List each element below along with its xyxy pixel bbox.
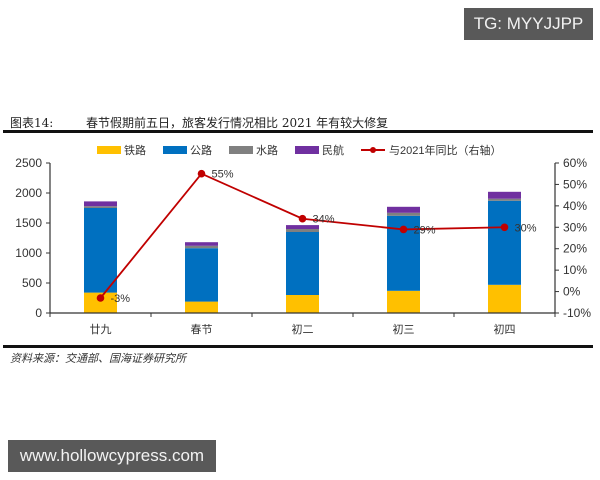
left-tick-label: 1500 xyxy=(15,216,42,230)
top-rule xyxy=(3,130,593,133)
bottom-rule xyxy=(3,345,593,348)
chart: 铁路 公路 水路 民航 与2021年同比（右轴） 0 500 1000 1500 2000 250… xyxy=(15,143,591,336)
left-axis: 0 500 1000 1500 2000 2500 xyxy=(15,156,51,320)
bar-stack xyxy=(84,201,117,313)
bar-stack xyxy=(185,242,218,313)
left-tick-label: 2500 xyxy=(15,156,42,170)
line-point xyxy=(399,225,408,234)
bar-segment xyxy=(286,232,319,295)
right-axis: -10% 0% 10% 20% 30% 40% 50% 60% xyxy=(554,156,591,320)
bar-segment xyxy=(84,208,117,293)
x-axis: 廿九 春节 初二 初三 初四 xyxy=(49,312,556,336)
bar-segment xyxy=(488,191,521,199)
legend-item: 公路 xyxy=(163,144,212,157)
right-tick-label: -10% xyxy=(563,306,591,320)
bar-segment xyxy=(185,242,218,246)
svg-text:民航: 民航 xyxy=(322,143,344,157)
left-tick-label: 1000 xyxy=(15,246,42,260)
bar-segment xyxy=(286,295,319,313)
bar-segment xyxy=(84,292,117,313)
legend-item-line: 与2021年同比（右轴） xyxy=(361,143,501,157)
bars xyxy=(84,191,521,313)
line-point-label: 29% xyxy=(414,224,436,236)
category-label: 廿九 xyxy=(90,323,112,336)
legend-item: 民航 xyxy=(295,143,344,157)
category-label: 春节 xyxy=(191,323,213,336)
right-tick-label: 40% xyxy=(563,199,587,213)
bar-segment xyxy=(387,206,420,213)
line-point xyxy=(197,169,206,178)
source-note: 资料来源：交通部、国海证券研究所 xyxy=(10,352,186,365)
watermark-top: TG: MYYJJPP xyxy=(464,8,593,40)
bar-segment xyxy=(185,248,218,302)
bar-segment xyxy=(84,206,117,208)
bar-segment xyxy=(387,212,420,216)
bar-stack xyxy=(488,191,521,313)
bar-stack xyxy=(286,225,319,313)
svg-text:与2021年同比（右轴）: 与2021年同比（右轴） xyxy=(389,143,501,157)
right-tick-label: 30% xyxy=(563,220,587,234)
bar-segment xyxy=(286,229,319,232)
bar-segment xyxy=(488,200,521,285)
category-label: 初四 xyxy=(494,322,516,336)
line-point-label: 30% xyxy=(515,222,537,234)
legend: 铁路 公路 水路 民航 与2021年同比（右轴） xyxy=(97,143,501,157)
bar-segment xyxy=(84,201,117,207)
right-tick-label: 20% xyxy=(563,242,587,256)
watermark-bottom: www.hollowcypress.com xyxy=(8,440,216,472)
yoy-line: -3% 55% 34% 29% 30% xyxy=(96,169,537,305)
bar-segment xyxy=(185,245,218,249)
line-point xyxy=(500,223,509,232)
right-tick-label: 0% xyxy=(563,285,581,299)
legend-item: 铁路 xyxy=(97,144,146,157)
bar-segment xyxy=(488,284,521,313)
figure-title: 春节假期前五日，旅客发行情况相比 2021 年有较大修复 xyxy=(86,116,389,130)
category-label: 初二 xyxy=(292,322,314,336)
svg-text:公路: 公路 xyxy=(190,144,212,157)
bar-segment xyxy=(185,301,218,313)
line-point xyxy=(96,294,105,302)
bar-stack xyxy=(387,206,420,313)
bar-segment xyxy=(387,290,420,313)
category-label: 初三 xyxy=(393,322,415,336)
left-tick-label: 0 xyxy=(35,306,42,320)
right-tick-label: 50% xyxy=(563,177,587,191)
bar-segment xyxy=(286,225,319,229)
line-point-label: -3% xyxy=(111,293,131,305)
svg-text:铁路: 铁路 xyxy=(124,144,146,157)
line-point-label: 55% xyxy=(212,169,234,181)
svg-text:水路: 水路 xyxy=(256,144,278,157)
line-point xyxy=(298,214,307,223)
right-tick-label: 60% xyxy=(563,156,587,170)
left-tick-label: 2000 xyxy=(15,186,42,200)
figure-label: 图表14: xyxy=(10,116,54,130)
legend-item: 水路 xyxy=(229,144,278,157)
left-tick-label: 500 xyxy=(22,276,42,290)
bar-segment xyxy=(488,198,521,201)
right-tick-label: 10% xyxy=(563,263,587,277)
line-point-label: 34% xyxy=(313,214,335,226)
